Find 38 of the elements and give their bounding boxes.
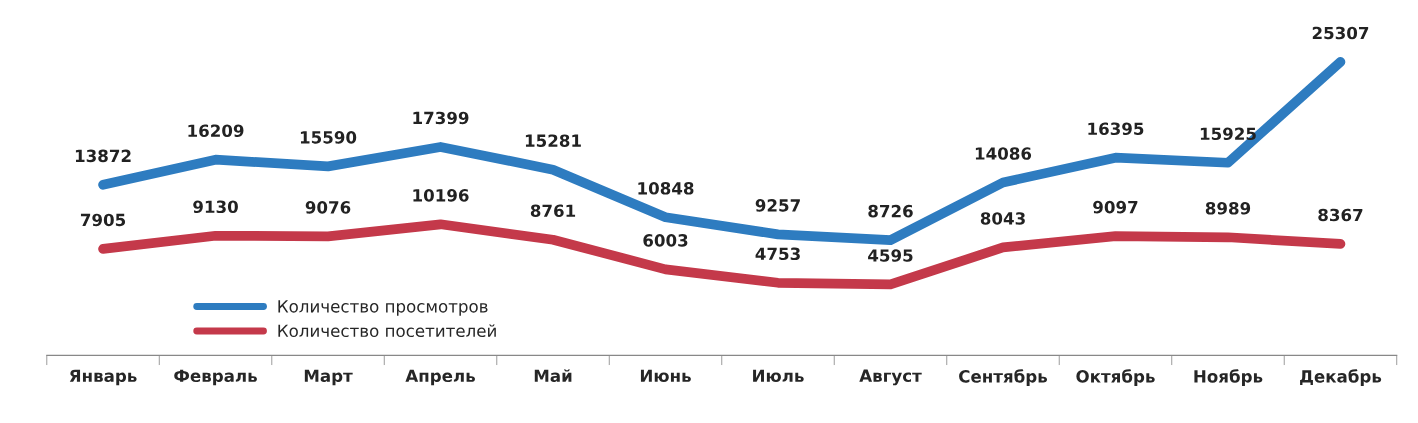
data-label: 9130	[193, 200, 238, 214]
legend-label: Количество посетителей	[278, 324, 496, 338]
x-tick-label: Декабрь	[1300, 369, 1382, 386]
data-label: 4595	[868, 249, 913, 262]
data-label: 25307	[1312, 26, 1369, 40]
data-label: 15590	[300, 131, 357, 144]
x-tick-label: Октябрь	[1076, 369, 1155, 386]
data-label: 4753	[755, 247, 800, 261]
x-tick-label: Февраль	[174, 369, 257, 386]
data-label: 13872	[75, 149, 131, 163]
data-label: 8726	[868, 204, 913, 218]
data-label: 9097	[1093, 200, 1138, 214]
x-tick-label: Апрель	[405, 369, 475, 386]
data-label: 9257	[755, 199, 800, 212]
x-tick-label: Январь	[69, 369, 137, 386]
x-tick-label: Август	[859, 369, 922, 386]
x-tick-label: Май	[534, 369, 572, 383]
data-label: 6003	[643, 234, 688, 247]
data-label: 7905	[80, 213, 126, 227]
x-tick-label: Сентябрь	[959, 369, 1048, 386]
data-label: 14086	[975, 147, 1032, 160]
x-tick-label: Июль	[753, 369, 804, 383]
x-tick-label: Март	[304, 369, 353, 386]
x-tick-label: Июнь	[640, 369, 691, 383]
data-label: 17399	[413, 111, 469, 125]
data-label: 9076	[305, 201, 351, 214]
legend-label: Количество просмотров	[278, 300, 488, 316]
data-label: 15925	[1200, 127, 1256, 141]
data-label: 16395	[1088, 122, 1144, 136]
data-label: 8043	[980, 212, 1025, 225]
data-label: 15281	[525, 134, 581, 147]
data-label: 10848	[638, 182, 694, 195]
data-label: 8761	[530, 204, 576, 218]
data-label: 16209	[188, 124, 244, 138]
data-label: 8367	[1318, 208, 1363, 222]
data-label: 8989	[1205, 201, 1251, 215]
data-label: 10196	[413, 189, 469, 202]
x-tick-label: Ноябрь	[1194, 369, 1263, 386]
